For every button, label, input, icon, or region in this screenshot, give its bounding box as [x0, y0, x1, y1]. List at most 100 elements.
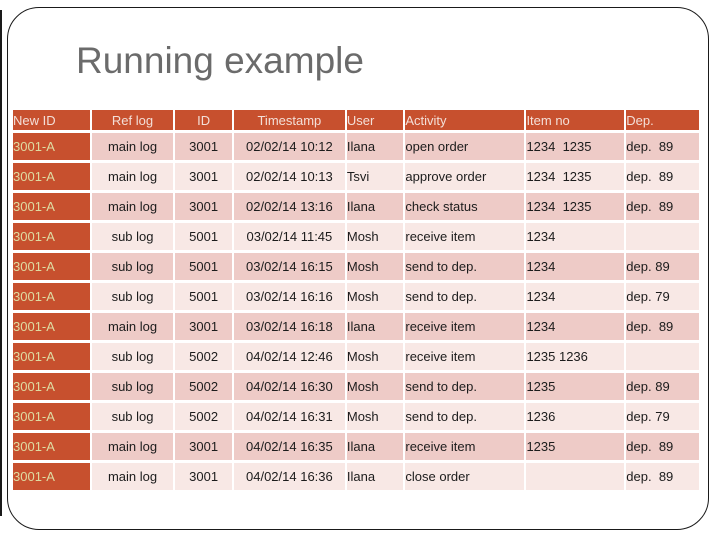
cell-timestamp: 03/02/14 16:16	[233, 283, 345, 310]
table-row: 3001-A sub log 5001 03/02/14 16:15 Mosh …	[13, 253, 699, 280]
table-row: 3001-A main log 3001 04/02/14 16:36 Ilan…	[13, 463, 699, 490]
cell-id: 5001	[175, 253, 232, 280]
table-row: 3001-A main log 3001 02/02/14 13:16 Ilan…	[13, 193, 699, 220]
cell-user: Ilana	[346, 133, 404, 160]
cell-new-id: 3001-A	[13, 463, 90, 490]
cell-item-no: 1234 1235	[526, 193, 625, 220]
slide-left-edge-line	[0, 10, 2, 516]
cell-dep: dep. 89	[626, 373, 699, 400]
cell-item-no: 1235 1236	[526, 343, 625, 370]
cell-ref-log: main log	[91, 313, 174, 340]
cell-user: Mosh	[346, 343, 404, 370]
cell-dep	[626, 343, 699, 370]
cell-item-no: 1236	[526, 403, 625, 430]
cell-user: Mosh	[346, 373, 404, 400]
cell-dep: dep. 79	[626, 283, 699, 310]
cell-user: Tsvi	[346, 163, 404, 190]
cell-ref-log: sub log	[91, 343, 174, 370]
page-title: Running example	[76, 40, 364, 81]
table-row: 3001-A main log 3001 04/02/14 16:35 Ilan…	[13, 433, 699, 460]
cell-new-id: 3001-A	[13, 403, 90, 430]
cell-item-no: 1235	[526, 373, 625, 400]
cell-activity: open order	[405, 133, 525, 160]
cell-timestamp: 02/02/14 10:12	[233, 133, 345, 160]
cell-timestamp: 03/02/14 16:18	[233, 313, 345, 340]
cell-timestamp: 04/02/14 16:35	[233, 433, 345, 460]
cell-timestamp: 02/02/14 13:16	[233, 193, 345, 220]
cell-dep: dep. 89	[626, 253, 699, 280]
event-log-table: New ID Ref log ID Timestamp User Activit…	[11, 107, 701, 493]
cell-timestamp: 03/02/14 11:45	[233, 223, 345, 250]
cell-ref-log: main log	[91, 193, 174, 220]
cell-ref-log: main log	[91, 463, 174, 490]
table-row: 3001-A sub log 5001 03/02/14 16:16 Mosh …	[13, 283, 699, 310]
cell-id: 3001	[175, 193, 232, 220]
cell-activity: receive item	[405, 433, 525, 460]
cell-user: Ilana	[346, 193, 404, 220]
cell-timestamp: 04/02/14 16:31	[233, 403, 345, 430]
cell-id: 5001	[175, 223, 232, 250]
table-row: 3001-A sub log 5002 04/02/14 12:46 Mosh …	[13, 343, 699, 370]
cell-item-no: 1234 1235	[526, 133, 625, 160]
cell-user: Mosh	[346, 253, 404, 280]
table-row: 3001-A sub log 5001 03/02/14 11:45 Mosh …	[13, 223, 699, 250]
cell-activity: send to dep.	[405, 373, 525, 400]
cell-id: 3001	[175, 433, 232, 460]
cell-ref-log: sub log	[91, 373, 174, 400]
cell-ref-log: main log	[91, 433, 174, 460]
cell-id: 5002	[175, 403, 232, 430]
cell-activity: send to dep.	[405, 283, 525, 310]
column-header-timestamp: Timestamp	[233, 110, 345, 130]
cell-id: 5002	[175, 343, 232, 370]
cell-user: Mosh	[346, 283, 404, 310]
table-row: 3001-A sub log 5002 04/02/14 16:31 Mosh …	[13, 403, 699, 430]
cell-item-no: 1234	[526, 313, 625, 340]
cell-user: Mosh	[346, 223, 404, 250]
cell-new-id: 3001-A	[13, 433, 90, 460]
cell-ref-log: sub log	[91, 283, 174, 310]
cell-new-id: 3001-A	[13, 283, 90, 310]
cell-user: Ilana	[346, 463, 404, 490]
cell-id: 3001	[175, 313, 232, 340]
cell-activity: approve order	[405, 163, 525, 190]
cell-id: 3001	[175, 163, 232, 190]
table-row: 3001-A main log 3001 03/02/14 16:18 Ilan…	[13, 313, 699, 340]
column-header-activity: Activity	[405, 110, 525, 130]
cell-timestamp: 04/02/14 16:36	[233, 463, 345, 490]
cell-timestamp: 03/02/14 16:15	[233, 253, 345, 280]
cell-dep: dep. 79	[626, 403, 699, 430]
cell-id: 3001	[175, 133, 232, 160]
cell-activity: receive item	[405, 313, 525, 340]
table-row: 3001-A main log 3001 02/02/14 10:13 Tsvi…	[13, 163, 699, 190]
cell-dep: dep. 89	[626, 133, 699, 160]
cell-item-no: 1234	[526, 253, 625, 280]
cell-timestamp: 04/02/14 16:30	[233, 373, 345, 400]
cell-user: Mosh	[346, 403, 404, 430]
cell-ref-log: sub log	[91, 403, 174, 430]
cell-new-id: 3001-A	[13, 163, 90, 190]
column-header-user: User	[346, 110, 404, 130]
cell-id: 5001	[175, 283, 232, 310]
table-header-row: New ID Ref log ID Timestamp User Activit…	[13, 110, 699, 130]
column-header-dep: Dep.	[626, 110, 699, 130]
cell-dep: dep. 89	[626, 313, 699, 340]
table-body: 3001-A main log 3001 02/02/14 10:12 Ilan…	[13, 133, 699, 490]
column-header-item-no: Item no	[526, 110, 625, 130]
cell-user: Ilana	[346, 433, 404, 460]
cell-item-no: 1234	[526, 283, 625, 310]
cell-activity: receive item	[405, 223, 525, 250]
table-row: 3001-A sub log 5002 04/02/14 16:30 Mosh …	[13, 373, 699, 400]
cell-activity: receive item	[405, 343, 525, 370]
cell-id: 5002	[175, 373, 232, 400]
slide-rounded-border	[7, 7, 709, 530]
cell-activity: send to dep.	[405, 403, 525, 430]
cell-dep: dep. 89	[626, 163, 699, 190]
cell-new-id: 3001-A	[13, 223, 90, 250]
cell-new-id: 3001-A	[13, 373, 90, 400]
cell-new-id: 3001-A	[13, 253, 90, 280]
cell-new-id: 3001-A	[13, 343, 90, 370]
cell-user: Ilana	[346, 313, 404, 340]
table-row: 3001-A main log 3001 02/02/14 10:12 Ilan…	[13, 133, 699, 160]
cell-new-id: 3001-A	[13, 193, 90, 220]
